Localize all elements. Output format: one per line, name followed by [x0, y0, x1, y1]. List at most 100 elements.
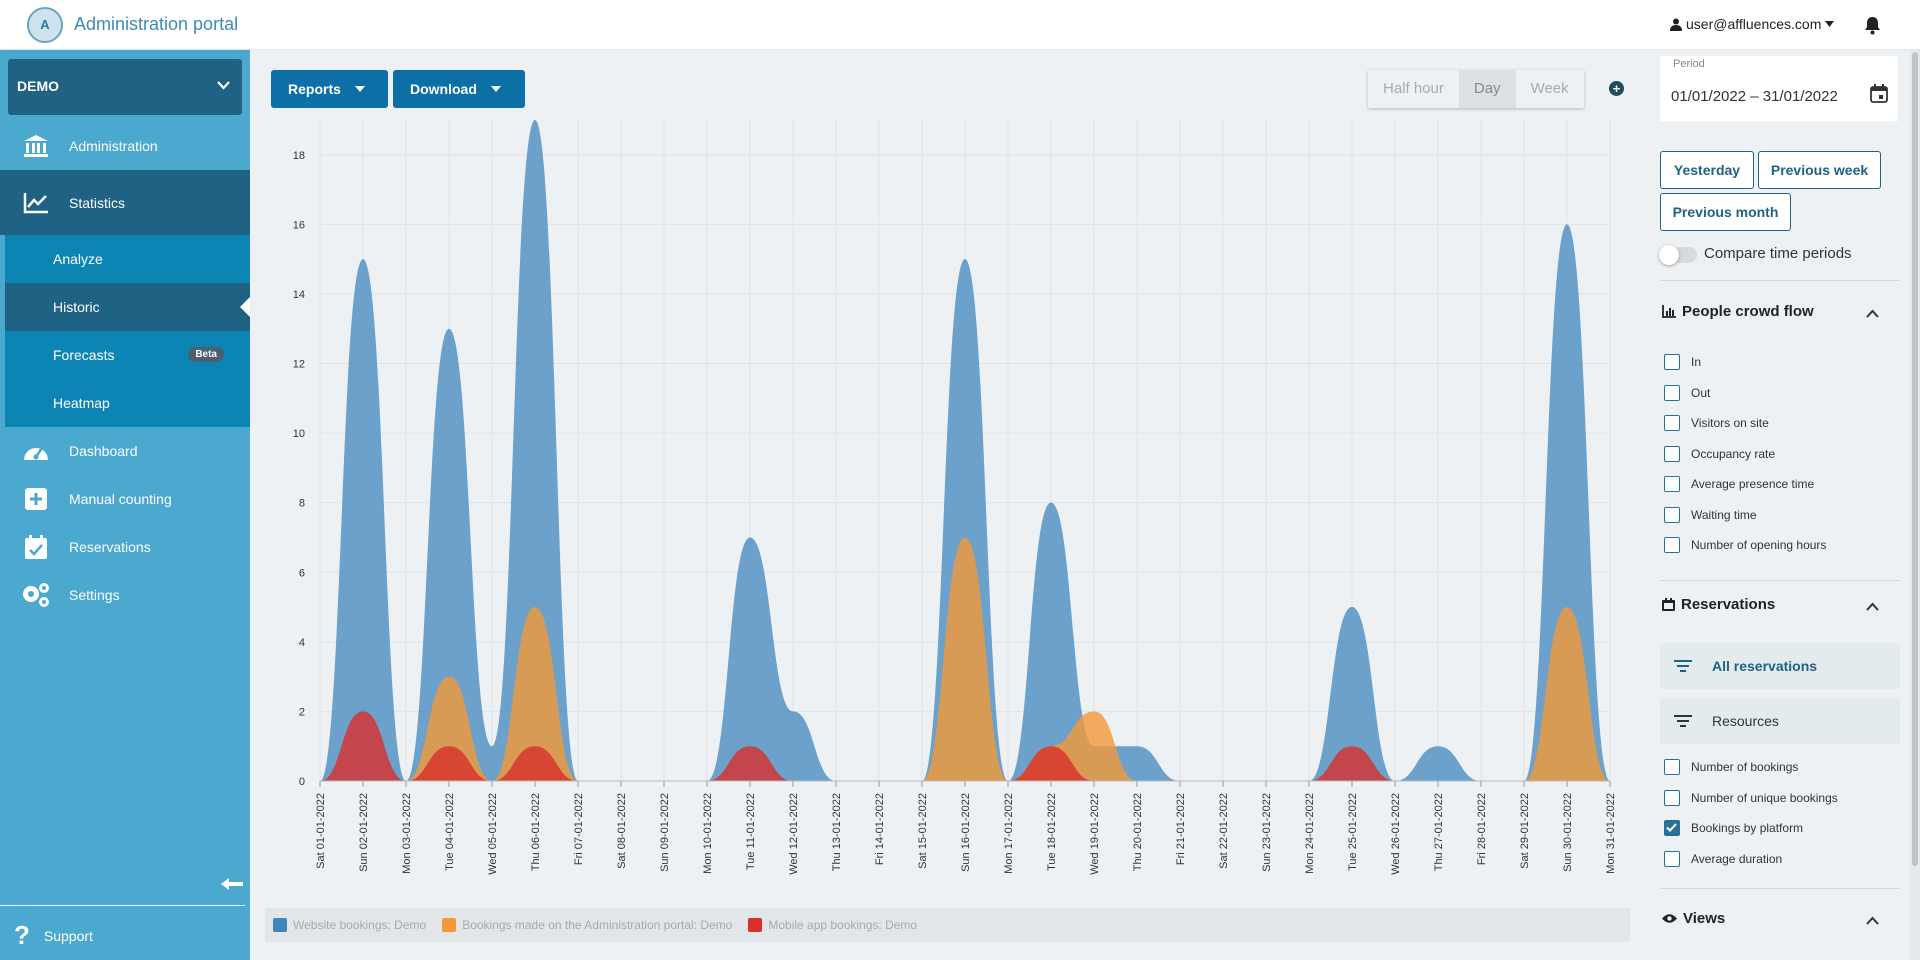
checkbox-average-presence-time[interactable] [1664, 476, 1680, 492]
sidebar-item-administration[interactable]: Administration [0, 122, 250, 170]
collapse-sidebar-arrow-icon[interactable] [221, 873, 243, 896]
filter-resources[interactable]: Resources [1660, 698, 1900, 744]
x-tick-label: Mon 31-01-2022 [1605, 793, 1617, 874]
checkbox-opening-hours[interactable] [1664, 537, 1680, 553]
chart-legend: Website bookings: Demo Bookings made on … [265, 908, 1630, 942]
reports-button[interactable]: Reports [271, 70, 388, 108]
compare-periods-toggle[interactable] [1659, 245, 1697, 265]
subitem-label: Heatmap [53, 395, 110, 411]
section-views[interactable]: Views [1662, 910, 1725, 927]
checkbox-label: Number of bookings [1691, 760, 1799, 774]
sidebar-item-reservations[interactable]: Reservations [0, 523, 250, 571]
filter-lines-icon [1674, 660, 1692, 672]
support-label: Support [43, 927, 93, 944]
period-picker[interactable] [1660, 56, 1898, 121]
period-value[interactable]: 01/01/2022 – 31/01/2022 [1671, 88, 1838, 105]
y-tick-label: 12 [293, 359, 305, 371]
legend-item-mobile-app[interactable]: Mobile app bookings: Demo [748, 918, 917, 932]
legend-item-website[interactable]: Website bookings: Demo [273, 918, 426, 932]
y-tick-label: 2 [299, 706, 305, 718]
previous-month-button[interactable]: Previous month [1660, 193, 1791, 231]
app-logo[interactable]: A [27, 7, 63, 43]
checkbox-in[interactable] [1664, 354, 1680, 370]
section-reservations[interactable]: Reservations [1662, 596, 1775, 613]
x-tick-label: Wed 26-01-2022 [1390, 793, 1402, 875]
x-tick-label: Fri 28-01-2022 [1476, 793, 1488, 865]
checkbox-bookings-by-platform[interactable] [1664, 820, 1680, 836]
subitem-label: Forecasts [53, 347, 115, 363]
sidebar-label: Reservations [69, 539, 151, 555]
checkbox-unique-bookings[interactable] [1664, 790, 1680, 806]
question-icon: ? [14, 920, 30, 950]
granularity-half-hour[interactable]: Half hour [1368, 70, 1459, 108]
x-tick-label: Mon 10-01-2022 [702, 793, 714, 874]
sidebar-item-dashboard[interactable]: Dashboard [0, 427, 250, 475]
x-tick-label: Sun 16-01-2022 [960, 793, 972, 872]
checkbox-number-of-bookings[interactable] [1664, 759, 1680, 775]
chevron-up-icon[interactable] [1866, 916, 1879, 925]
sidebar-item-statistics[interactable]: Statistics [0, 170, 250, 235]
checkbox-label: Bookings by platform [1691, 821, 1804, 835]
filter-label: Resources [1712, 713, 1779, 729]
sidebar-subitem-historic[interactable]: Historic [5, 283, 250, 331]
checkbox-label: Occupancy rate [1691, 447, 1776, 461]
checkbox-average-duration[interactable] [1664, 851, 1680, 867]
sidebar: DEMO Administration Statistics Analyze H… [0, 50, 250, 960]
scrollbar-thumb[interactable] [1912, 52, 1918, 866]
checkbox-label: Waiting time [1691, 508, 1757, 522]
section-people-crowd-flow[interactable]: People crowd flow [1662, 303, 1814, 320]
calendar-icon[interactable] [1870, 84, 1888, 108]
subitem-label: Historic [53, 299, 100, 315]
legend-item-admin-portal[interactable]: Bookings made on the Administration port… [442, 918, 732, 932]
compare-periods-label: Compare time periods [1704, 245, 1852, 262]
sidebar-subitem-analyze[interactable]: Analyze [5, 235, 250, 283]
bar-chart-icon [1662, 305, 1676, 318]
notifications-bell-icon[interactable] [1864, 16, 1881, 40]
checkbox-label: In [1691, 355, 1702, 369]
top-bar: A Administration portal user@affluences.… [0, 0, 1920, 50]
x-tick-label: Fri 07-01-2022 [573, 793, 585, 865]
sidebar-item-manual-counting[interactable]: Manual counting [0, 475, 250, 523]
checkbox-waiting-time[interactable] [1664, 507, 1680, 523]
granularity-week[interactable]: Week [1515, 70, 1584, 108]
caret-down-icon [1825, 21, 1835, 27]
x-tick-label: Sat 29-01-2022 [1519, 793, 1531, 869]
filter-all-reservations[interactable]: All reservations [1660, 643, 1900, 689]
checkbox-visitors-on-site[interactable] [1664, 415, 1680, 431]
user-menu[interactable]: user@affluences.com [1670, 16, 1835, 32]
granularity-day[interactable]: Day [1458, 70, 1516, 108]
previous-week-button[interactable]: Previous week [1758, 151, 1881, 189]
x-tick-label: Mon 17-01-2022 [1003, 793, 1015, 874]
support-link[interactable]: ? Support [14, 920, 93, 951]
section-title: People crowd flow [1682, 303, 1814, 320]
sidebar-subitem-heatmap[interactable]: Heatmap [5, 379, 250, 427]
user-icon [1670, 18, 1682, 31]
x-tick-label: Tue 04-01-2022 [444, 793, 456, 871]
app-title: Administration portal [74, 14, 239, 34]
site-selector[interactable]: DEMO [8, 59, 242, 115]
caret-down-icon [490, 86, 501, 92]
sidebar-item-settings[interactable]: Settings [0, 571, 250, 619]
add-circle-icon[interactable]: + [1609, 81, 1624, 96]
chevron-up-icon[interactable] [1866, 602, 1879, 611]
checkbox-label: Number of opening hours [1691, 538, 1827, 552]
legend-label: Website bookings: Demo [293, 918, 427, 932]
chevron-up-icon[interactable] [1866, 309, 1879, 318]
x-tick-label: Fri 14-01-2022 [874, 793, 886, 865]
x-tick-label: Mon 03-01-2022 [401, 793, 413, 874]
y-tick-label: 6 [299, 567, 305, 579]
legend-swatch [748, 918, 763, 932]
download-button[interactable]: Download [393, 70, 525, 108]
x-tick-label: Tue 18-01-2022 [1046, 793, 1058, 871]
calendar-icon [1662, 598, 1675, 611]
sidebar-subitem-forecasts[interactable]: Forecasts Beta [5, 331, 250, 379]
series-area-2 [320, 537, 1610, 781]
sidebar-label: Manual counting [69, 491, 172, 507]
yesterday-button[interactable]: Yesterday [1660, 151, 1754, 189]
sidebar-label: Dashboard [69, 443, 138, 459]
toggle-knob [1659, 245, 1679, 265]
reports-label: Reports [288, 81, 341, 97]
checkbox-out[interactable] [1664, 385, 1680, 401]
period-label: Period [1673, 58, 1705, 70]
checkbox-occupancy-rate[interactable] [1664, 446, 1680, 462]
